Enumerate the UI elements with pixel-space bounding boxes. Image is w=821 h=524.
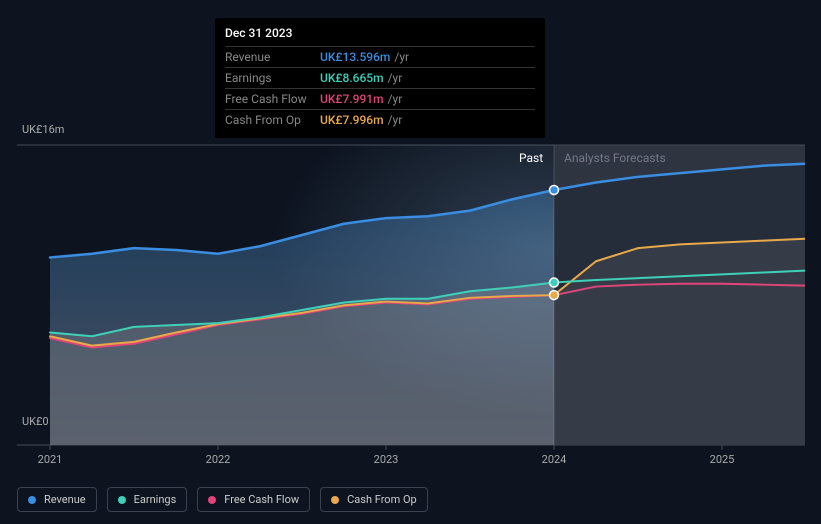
financial-chart[interactable]: UK£16m UK£0 2021 2022 2023 2024 2025 Past An…: [17, 125, 805, 465]
tooltip-row-value: UK£8.665m: [320, 71, 384, 85]
legend-dot: [28, 496, 36, 504]
chart-tooltip: Dec 31 2023 RevenueUK£13.596m/yrEarnings…: [215, 18, 545, 138]
tooltip-row-label: Revenue: [225, 50, 320, 64]
tooltip-row: Cash From OpUK£7.996m/yr: [225, 109, 535, 130]
tooltip-row: EarningsUK£8.665m/yr: [225, 67, 535, 88]
tooltip-row-value: UK£13.596m: [320, 50, 390, 64]
tooltip-row-label: Cash From Op: [225, 113, 320, 127]
tooltip-row: RevenueUK£13.596m/yr: [225, 46, 535, 67]
legend-label: Cash From Op: [347, 493, 417, 506]
chart-svg: [17, 125, 805, 465]
legend-item-revenue[interactable]: Revenue: [17, 487, 97, 512]
tooltip-row-label: Free Cash Flow: [225, 92, 320, 106]
tooltip-row-unit: /yr: [388, 92, 403, 106]
y-axis-max-label: UK£16m: [22, 123, 64, 136]
legend-dot: [331, 496, 339, 504]
tooltip-row-label: Earnings: [225, 71, 320, 85]
legend-label: Earnings: [134, 493, 177, 506]
tooltip-row-value: UK£7.991m: [320, 92, 384, 106]
legend-label: Revenue: [44, 493, 86, 506]
x-axis-label: 2021: [38, 453, 63, 466]
tooltip-date: Dec 31 2023: [225, 26, 535, 40]
legend-dot: [208, 496, 216, 504]
legend-dot: [118, 496, 126, 504]
x-axis-label: 2023: [374, 453, 399, 466]
x-axis-label: 2024: [542, 453, 567, 466]
forecast-label: Analysts Forecasts: [564, 151, 666, 165]
tooltip-row: Free Cash FlowUK£7.991m/yr: [225, 88, 535, 109]
tooltip-row-unit: /yr: [388, 71, 403, 85]
x-axis-label: 2022: [206, 453, 231, 466]
x-axis-label: 2025: [710, 453, 735, 466]
chart-legend: Revenue Earnings Free Cash Flow Cash From O…: [17, 487, 428, 512]
tooltip-row-value: UK£7.996m: [320, 113, 384, 127]
tooltip-row-unit: /yr: [394, 50, 409, 64]
y-axis-min-label: UK£0: [22, 415, 49, 428]
legend-item-cash-from-op[interactable]: Cash From Op: [320, 487, 428, 512]
legend-item-earnings[interactable]: Earnings: [107, 487, 188, 512]
legend-label: Free Cash Flow: [224, 493, 299, 506]
past-label: Past: [519, 151, 543, 165]
tooltip-row-unit: /yr: [388, 113, 403, 127]
legend-item-free-cash-flow[interactable]: Free Cash Flow: [197, 487, 310, 512]
